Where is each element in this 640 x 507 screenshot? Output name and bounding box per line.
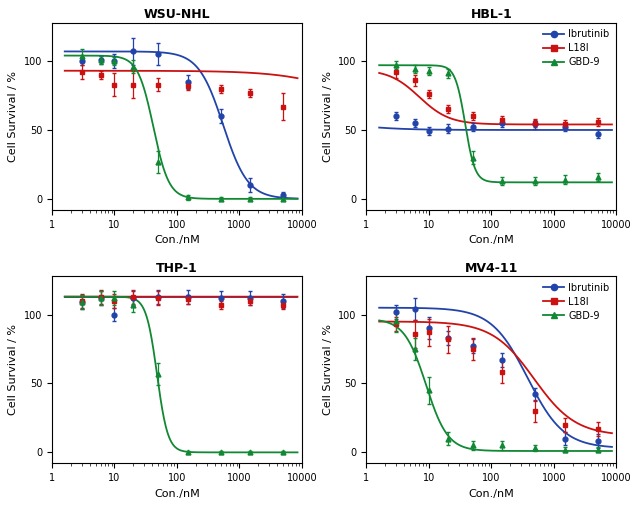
Title: WSU-NHL: WSU-NHL [143,8,211,21]
X-axis label: Con./nM: Con./nM [468,489,515,499]
Y-axis label: Cell Survival / %: Cell Survival / % [8,324,19,415]
Y-axis label: Cell Survival / %: Cell Survival / % [8,70,19,162]
Legend: Ibrutinib, L18I, GBD-9: Ibrutinib, L18I, GBD-9 [541,281,611,322]
Y-axis label: Cell Survival / %: Cell Survival / % [323,324,333,415]
X-axis label: Con./nM: Con./nM [154,235,200,245]
Title: HBL-1: HBL-1 [470,8,512,21]
Y-axis label: Cell Survival / %: Cell Survival / % [323,70,333,162]
Title: MV4-11: MV4-11 [465,262,518,275]
Title: THP-1: THP-1 [156,262,198,275]
X-axis label: Con./nM: Con./nM [468,235,515,245]
X-axis label: Con./nM: Con./nM [154,489,200,499]
Legend: Ibrutinib, L18I, GBD-9: Ibrutinib, L18I, GBD-9 [541,27,611,69]
